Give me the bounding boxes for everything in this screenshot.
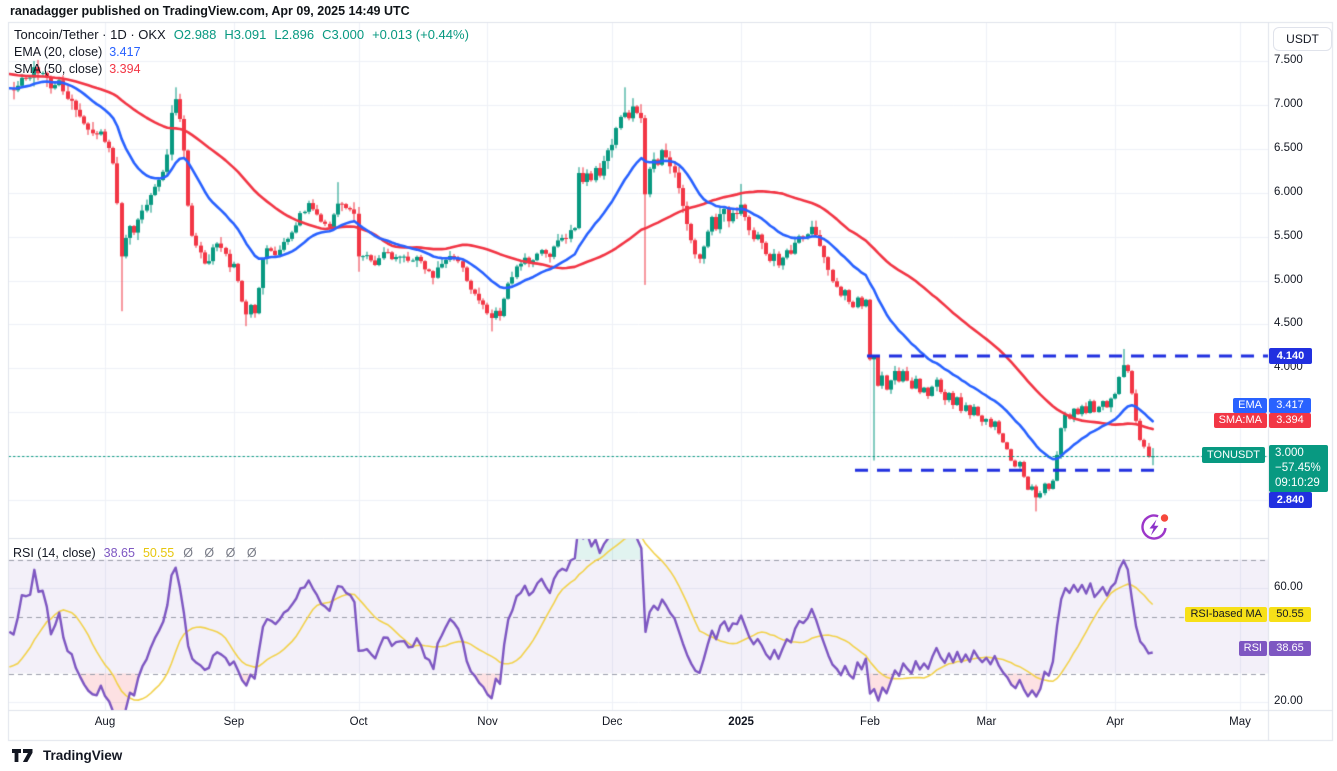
ema-value: 3.417 — [109, 45, 141, 59]
rsi-ma-value-badge: 50.55 — [1269, 607, 1311, 622]
rsi-tick: 60.00 — [1274, 581, 1303, 593]
sma-value-badge: 3.394 — [1269, 413, 1311, 428]
ohlc-value: 2.988 — [183, 27, 217, 42]
price-tick: 4.500 — [1274, 317, 1303, 330]
time-axis-label: Sep — [223, 716, 245, 728]
symbol-change-pct: −57.45% — [1275, 462, 1321, 474]
time-axis-label: Nov — [477, 716, 498, 728]
rsi-ma-value: 50.55 — [142, 546, 175, 560]
tradingview-logo-icon — [12, 749, 33, 762]
time-axis-label: May — [1229, 716, 1251, 728]
currency-toggle-button[interactable]: USDT — [1273, 27, 1332, 51]
price-tick: 5.500 — [1274, 229, 1303, 242]
symbol-legend[interactable]: Toncoin/Tether · 1D · OKX O2.988 H3.091 L2… — [14, 27, 469, 42]
rsi-hidden-plots: Ø Ø Ø Ø — [183, 546, 261, 560]
price-tick: 7.500 — [1274, 54, 1303, 66]
time-axis-label: Apr — [1106, 716, 1125, 728]
topbar-attribution: ranadagger published on TradingView.com,… — [10, 4, 410, 18]
price-tick: 6.500 — [1274, 141, 1303, 154]
time-axis-label: Aug — [94, 716, 116, 728]
time-axis-label: Feb — [860, 716, 880, 728]
price-tick: 5.000 — [1274, 273, 1303, 286]
time-axis-label: 2025 — [728, 716, 754, 728]
symbol-bar-countdown: 09:10:29 — [1275, 477, 1320, 489]
sma-legend[interactable]: SMA (50, close) 3.394 — [14, 62, 141, 76]
sma-value: 3.394 — [109, 62, 141, 76]
price-tick: 7.000 — [1274, 97, 1303, 110]
change-value: +0.013 (+0.44%) — [372, 27, 469, 42]
ema-value-badge: 3.417 — [1269, 398, 1311, 413]
ohlc-value: 2.896 — [281, 27, 315, 42]
price-tick: 6.000 — [1274, 185, 1303, 198]
rsi-ma-name-badge: RSI-based MA — [1185, 607, 1267, 622]
rsi-tick: 20.00 — [1274, 695, 1303, 707]
rsi-value: 38.65 — [103, 546, 135, 560]
symbol-name-badge: TONUSDT — [1202, 447, 1265, 463]
rsi-value-badge: 38.65 — [1269, 641, 1311, 656]
footer-brand[interactable]: TradingView — [12, 747, 122, 764]
symbol-title: Toncoin/Tether · 1D · OKX — [14, 27, 166, 42]
sma-name-badge: SMA:MA — [1213, 413, 1267, 428]
symbol-price-countdown-badge: 3.000 −57.45% 09:10:29 — [1269, 445, 1328, 492]
ohlc-values: O2.988 H3.091 L2.896 C3.000 — [166, 27, 364, 42]
symbol-last-price: 3.000 — [1275, 447, 1304, 459]
ohlc-value: 3.000 — [331, 27, 365, 42]
ohlc-value: 3.091 — [233, 27, 267, 42]
time-axis-label: Dec — [601, 716, 623, 728]
ohlc-letter: H — [224, 27, 234, 42]
flash-icon[interactable] — [1138, 509, 1172, 548]
rsi-name-badge: RSI — [1238, 641, 1267, 656]
price-tick: 4.000 — [1274, 361, 1303, 374]
support-price-badge: 2.840 — [1269, 492, 1312, 508]
ohlc-letter: L — [274, 27, 282, 42]
ohlc-letter: C — [322, 27, 332, 42]
rsi-label: RSI (14, close) — [13, 546, 96, 560]
time-axis-label: Oct — [349, 716, 368, 728]
rsi-legend[interactable]: RSI (14, close) 38.65 50.55 Ø Ø Ø Ø — [13, 546, 261, 560]
sma-label: SMA (50, close) — [14, 62, 103, 76]
time-axis-label: Mar — [976, 716, 997, 728]
ema-label: EMA (20, close) — [14, 45, 103, 59]
ema-name-badge: EMA — [1233, 398, 1267, 413]
footer-brand-text: TradingView — [43, 748, 123, 763]
ohlc-letter: O — [173, 27, 184, 42]
resistance-price-badge: 4.140 — [1269, 348, 1312, 364]
ema-legend[interactable]: EMA (20, close) 3.417 — [14, 45, 141, 59]
